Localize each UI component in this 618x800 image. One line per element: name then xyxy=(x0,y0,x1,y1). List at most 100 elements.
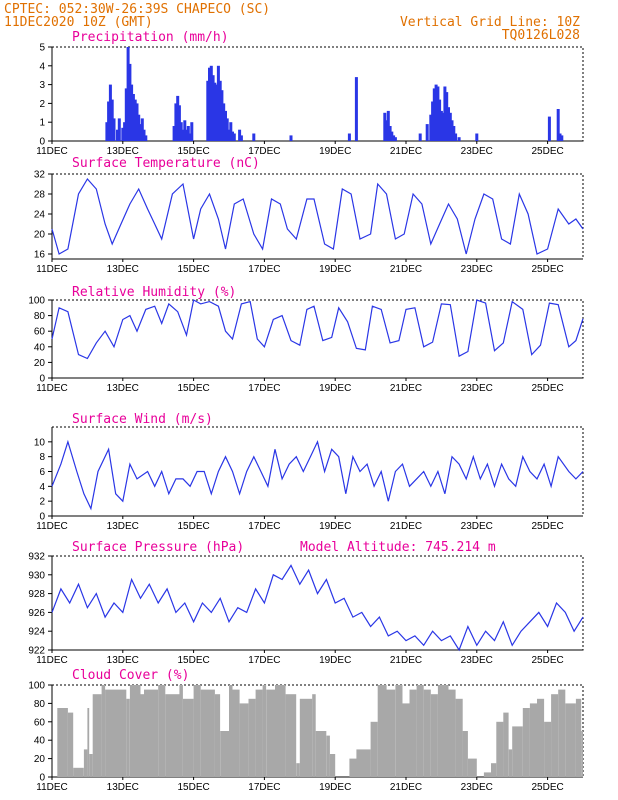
precipitation-x-tick-label: 19DEC xyxy=(319,146,351,157)
cloud-bar xyxy=(551,694,559,777)
precipitation-y-tick-label: 0 xyxy=(39,137,45,148)
humidity-x-tick-label: 25DEC xyxy=(531,383,563,394)
precip-bar xyxy=(116,129,119,141)
pressure-frame xyxy=(51,555,584,651)
precip-bar xyxy=(383,112,387,141)
cloud-bar xyxy=(299,698,313,777)
precip-bar xyxy=(139,124,142,141)
precip-bar xyxy=(107,101,111,141)
cloud-bar xyxy=(296,763,300,777)
cloud-bar xyxy=(165,694,180,777)
pressure-x-tick-label: 23DEC xyxy=(461,655,493,666)
cloud-bar xyxy=(255,689,263,777)
pressure-x-tick-label: 17DEC xyxy=(248,655,280,666)
cloud-bar xyxy=(200,689,215,777)
precip-bar xyxy=(445,92,449,141)
cloud-bar xyxy=(89,754,93,777)
precip-bar xyxy=(354,77,358,141)
precip-bar xyxy=(185,129,188,141)
pressure-y-tick-label: 922 xyxy=(28,646,45,657)
precip-bar xyxy=(183,120,187,141)
cloud-cover-x-tick-label: 23DEC xyxy=(461,782,493,793)
precip-bar xyxy=(385,120,388,141)
precip-bar xyxy=(390,131,394,141)
precip-bar xyxy=(443,86,447,141)
precip-bar xyxy=(227,129,231,141)
precip-bar xyxy=(174,103,178,141)
precip-bar xyxy=(140,118,144,141)
precip-bar xyxy=(392,135,396,141)
temperature-title: Surface Temperature (nC) xyxy=(72,156,260,171)
pressure-x-tick-label: 11DEC xyxy=(36,655,68,666)
precip-bar xyxy=(231,131,234,141)
cloud-bar xyxy=(262,685,267,777)
cloud-bar xyxy=(129,685,141,777)
cloud-bar xyxy=(448,689,456,777)
precip-bar xyxy=(252,133,256,141)
cloud-bar xyxy=(467,758,477,777)
pressure-x-tick-label: 13DEC xyxy=(107,655,139,666)
precipitation-y-tick-label: 3 xyxy=(39,80,45,91)
cloud-bar xyxy=(326,735,330,777)
pressure-y-tick-label: 932 xyxy=(28,552,45,563)
precip-bar xyxy=(172,126,176,141)
pressure-x-tick-label: 15DEC xyxy=(177,655,209,666)
precip-bar xyxy=(238,129,242,141)
precip-bar xyxy=(452,126,456,141)
cloud-bar xyxy=(87,708,90,777)
precip-bar xyxy=(110,99,114,141)
cloud-bar xyxy=(329,754,336,777)
cloud-bar xyxy=(575,698,582,777)
cloud-bar xyxy=(67,712,74,777)
wind-y-tick-label: 4 xyxy=(39,482,45,493)
wind-y-tick-label: 6 xyxy=(39,467,45,478)
cloud-bar xyxy=(377,685,387,777)
wind-frame xyxy=(51,426,584,517)
cloud-bar xyxy=(232,689,240,777)
cloud-bar xyxy=(315,731,327,777)
precip-bar xyxy=(211,75,215,141)
cloud-bar xyxy=(183,698,194,777)
precip-bar xyxy=(386,110,390,141)
precip-bar xyxy=(454,133,458,141)
cloud-bar xyxy=(214,694,221,777)
wind-y-tick-label: 10 xyxy=(34,437,46,448)
precip-bar xyxy=(475,133,479,141)
cloud-bar xyxy=(537,698,545,777)
precipitation-x-tick-label: 11DEC xyxy=(36,146,68,157)
header-model: TQ0126L028 xyxy=(502,28,580,43)
precip-bar xyxy=(224,110,227,141)
temperature-x-tick-label: 15DEC xyxy=(177,264,209,275)
humidity-x-tick-label: 19DEC xyxy=(319,383,351,394)
pressure-series-line xyxy=(51,564,584,652)
cloud-cover-x-tick-label: 17DEC xyxy=(248,782,280,793)
cloud-bar xyxy=(179,685,183,777)
cloud-bar xyxy=(126,698,130,777)
precipitation-y-tick-label: 1 xyxy=(39,118,45,129)
precip-bar xyxy=(123,122,127,141)
wind-x-tick-label: 13DEC xyxy=(107,521,139,532)
precip-bar xyxy=(220,90,224,141)
precip-bar xyxy=(209,65,213,141)
cloud-cover-y-tick-label: 0 xyxy=(39,773,45,784)
precip-bar xyxy=(439,110,443,141)
precip-bar xyxy=(229,122,233,141)
precip-bar xyxy=(560,135,564,141)
humidity-y-tick-label: 40 xyxy=(34,342,46,353)
precip-bar xyxy=(556,109,560,141)
precip-bar xyxy=(190,122,194,141)
cloud-bar xyxy=(101,685,106,777)
humidity-series-line xyxy=(51,299,584,360)
pressure-x-tick-label: 19DEC xyxy=(319,655,351,666)
cloud-bar xyxy=(437,685,449,777)
temperature-y-tick-label: 32 xyxy=(34,170,46,181)
precip-bar xyxy=(181,129,185,141)
temperature-y-tick-label: 20 xyxy=(34,230,46,241)
precipitation-title: Precipitation (mm/h) xyxy=(72,30,229,45)
cloud-bar xyxy=(356,749,371,777)
precip-bar xyxy=(289,135,293,141)
cloud-bar xyxy=(423,689,431,777)
cloud-bar xyxy=(349,758,357,777)
cloud-bar xyxy=(105,689,127,777)
cloud-bar xyxy=(581,731,583,777)
